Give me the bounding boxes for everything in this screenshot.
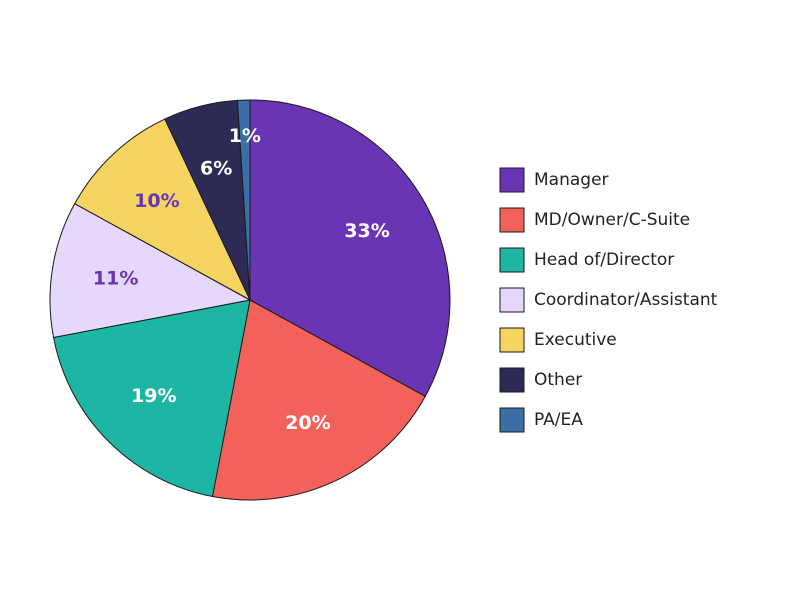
- legend-label: Head of/Director: [534, 250, 674, 270]
- legend: Manager MD/Owner/C-Suite Head of/Director C…: [499, 167, 718, 433]
- legend-label: Coordinator/Assistant: [534, 290, 718, 310]
- pie-slice-pa-ea: [236, 99, 251, 301]
- pie-slice-coordinator-assistant: [49, 202, 252, 339]
- legend-swatch: [499, 247, 525, 273]
- legend-label: Other: [534, 370, 582, 390]
- data-label: 1%: [229, 125, 261, 147]
- pie-labels: 33% 20% 19% 11% 10% 6% 1%: [93, 125, 390, 434]
- data-label: 10%: [134, 190, 179, 212]
- pie-slice-head-of-director: [52, 299, 251, 498]
- legend-swatch: [499, 207, 525, 233]
- legend-swatch: [499, 167, 525, 193]
- legend-swatch: [499, 407, 525, 433]
- data-label: 11%: [93, 268, 138, 290]
- legend-swatch: [499, 367, 525, 393]
- legend-label: Manager: [534, 170, 609, 190]
- legend-swatch: [499, 287, 525, 313]
- pie-slice-manager: [249, 99, 451, 398]
- pie-slices: [49, 99, 451, 501]
- pie-slice-md-owner-c-suite: [211, 299, 426, 501]
- data-label: 33%: [344, 220, 389, 242]
- legend-label: Executive: [534, 330, 617, 350]
- legend-swatch: [499, 327, 525, 353]
- data-label: 20%: [285, 412, 330, 434]
- legend-label: PA/EA: [534, 410, 583, 430]
- legend-label: MD/Owner/C-Suite: [534, 210, 690, 230]
- pie-slice-executive: [74, 118, 252, 302]
- data-label: 6%: [200, 157, 232, 179]
- data-label: 19%: [131, 385, 176, 407]
